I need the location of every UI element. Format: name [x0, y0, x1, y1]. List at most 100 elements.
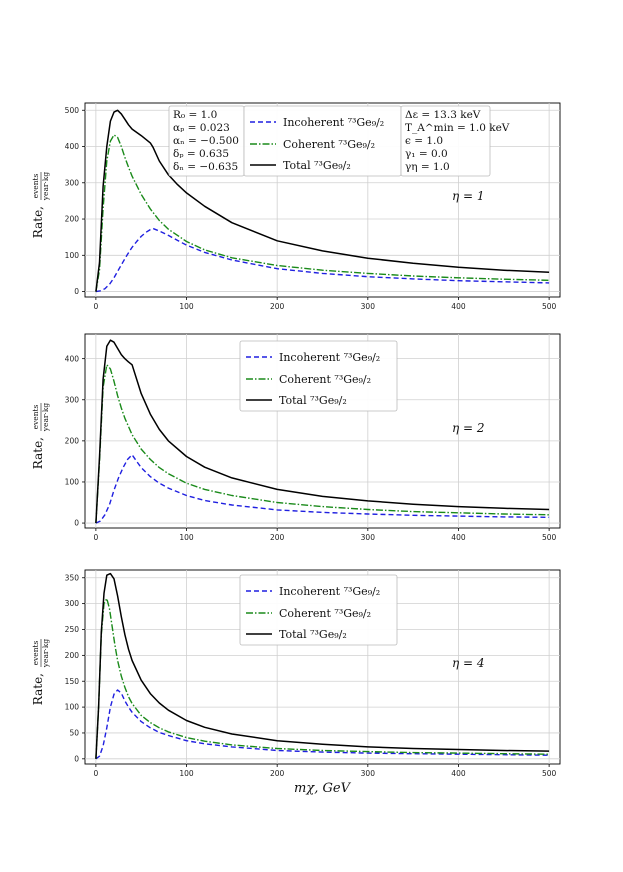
- params-box-left: R₀ = 1.0 αₚ = 0.023 αₙ = −0.500 δₚ = 0.6…: [168, 105, 245, 177]
- y-tick-label: 300: [65, 395, 80, 404]
- legend-label-total: Total ⁷³Ge₉/₂: [283, 159, 351, 172]
- legend: Incoherent ⁷³Ge₉/₂ Coherent ⁷³Ge₉/₂ Tota…: [243, 105, 402, 177]
- y-axis-label-text: Rate,: [31, 437, 45, 469]
- series-group: [95, 339, 550, 524]
- y-tick-label: 300: [65, 599, 80, 608]
- legend-frame: [239, 574, 398, 646]
- legend-label-coherent: Coherent ⁷³Ge₉/₂: [279, 373, 371, 386]
- y-axis-label-num: events: [31, 640, 40, 665]
- series-line-incoherent: [95, 689, 550, 760]
- eta-annotation: η = 4: [452, 656, 485, 670]
- series-line-incoherent: [95, 454, 550, 524]
- y-tick-label: 350: [65, 573, 80, 582]
- y-axis-label: Rate, events year·kg: [31, 172, 50, 239]
- y-tick-labels: 0 100 200 300 400: [65, 354, 85, 528]
- y-tick-label: 500: [65, 106, 80, 115]
- series-line-coherent: [95, 364, 550, 524]
- x-tick-label: 400: [451, 533, 466, 542]
- y-axis-label-num: events: [31, 404, 40, 429]
- x-tick-labels: 0 100 200 300 400 500: [93, 764, 557, 778]
- y-tick-label: 0: [74, 519, 79, 528]
- x-tick-label: 400: [451, 302, 466, 311]
- x-tick-label: 200: [270, 533, 285, 542]
- y-axis-label-num: events: [31, 173, 40, 198]
- x-tick-label: 500: [542, 302, 557, 311]
- series-group: [95, 572, 550, 760]
- x-tick-label: 300: [361, 302, 376, 311]
- series-line-total: [95, 572, 550, 759]
- x-tick-label: 500: [542, 533, 557, 542]
- x-tick-label: 100: [179, 302, 194, 311]
- param-line: δₙ = −0.635: [173, 161, 238, 173]
- plot-frame: [84, 569, 561, 765]
- y-tick-labels: 0 50 100 150 200 250 300 350: [65, 573, 85, 763]
- y-tick-label: 200: [65, 215, 80, 224]
- y-tick-label: 0: [74, 287, 79, 296]
- series-line-coherent: [95, 134, 550, 292]
- param-line: ϵ = 1.0: [405, 135, 443, 147]
- legend: Incoherent ⁷³Ge₉/₂ Coherent ⁷³Ge₉/₂ Tota…: [239, 340, 398, 412]
- legend-label-total: Total ⁷³Ge₉/₂: [279, 628, 347, 641]
- y-tick-label: 200: [65, 436, 80, 445]
- legend-label-coherent: Coherent ⁷³Ge₉/₂: [283, 138, 375, 151]
- y-tick-label: 0: [74, 754, 79, 763]
- x-tick-label: 200: [270, 769, 285, 778]
- y-tick-label: 150: [65, 677, 80, 686]
- x-tick-label: 100: [179, 769, 194, 778]
- series-line-coherent: [95, 597, 550, 759]
- eta-annotation: η = 1: [452, 189, 485, 203]
- y-tick-label: 100: [65, 251, 80, 260]
- y-tick-label: 200: [65, 651, 80, 660]
- x-tick-label: 0: [93, 302, 98, 311]
- param-line: γη = 1.0: [405, 161, 450, 173]
- panel-eta-2: 0 100 200 300 400 0 100 200 300 400 500 Rate, eve…: [31, 333, 561, 542]
- series-group: [95, 109, 550, 293]
- y-axis-label: Rate, events year·kg: [31, 403, 50, 470]
- legend-label-incoherent: Incoherent ⁷³Ge₉/₂: [279, 585, 380, 598]
- eta-annotation: η = 2: [452, 421, 485, 435]
- x-tick-label: 300: [361, 769, 376, 778]
- series-line-incoherent: [95, 227, 550, 293]
- y-tick-label: 100: [65, 703, 80, 712]
- y-tick-label: 50: [69, 729, 79, 738]
- legend-label-total: Total ⁷³Ge₉/₂: [279, 394, 347, 407]
- x-tick-label: 300: [361, 533, 376, 542]
- y-axis-label-text: Rate,: [31, 673, 45, 705]
- y-axis-label-den: year·kg: [41, 403, 50, 433]
- x-tick-label: 200: [270, 302, 285, 311]
- y-axis-label-den: year·kg: [41, 172, 50, 202]
- legend-label-coherent: Coherent ⁷³Ge₉/₂: [279, 607, 371, 620]
- params-box-right-frame: [400, 105, 491, 177]
- y-tick-label: 400: [65, 142, 80, 151]
- x-tick-label: 0: [93, 533, 98, 542]
- y-axis-label-text: Rate,: [31, 206, 45, 238]
- legend-label-incoherent: Incoherent ⁷³Ge₉/₂: [279, 351, 380, 364]
- y-tick-label: 100: [65, 478, 80, 487]
- panel-eta-1: 0 100 200 300 400 500 0 100 200 300 400 500 Rate, …: [31, 102, 561, 311]
- y-axis-label-den: year·kg: [41, 639, 50, 669]
- x-tick-label: 500: [542, 769, 557, 778]
- x-tick-label: 0: [93, 769, 98, 778]
- params-box-right: Δε = 13.3 keV T_A^min = 1.0 keV ϵ = 1.0 …: [400, 105, 510, 177]
- plot-frame: [84, 102, 561, 298]
- param-line: αₚ = 0.023: [173, 122, 230, 134]
- series-line-total: [95, 339, 550, 524]
- y-tick-labels: 0 100 200 300 400 500: [65, 106, 85, 296]
- x-axis-label: mχ, GeV: [294, 781, 352, 796]
- legend: Incoherent ⁷³Ge₉/₂ Coherent ⁷³Ge₉/₂ Tota…: [239, 574, 398, 646]
- param-line: δₚ = 0.635: [173, 148, 229, 160]
- param-line: T_A^min = 1.0 keV: [405, 122, 510, 134]
- y-axis-label: Rate, events year·kg: [31, 639, 50, 706]
- x-tick-label: 400: [451, 769, 466, 778]
- x-tick-label: 100: [179, 533, 194, 542]
- param-line: γ₁ = 0.0: [405, 148, 448, 160]
- panel-eta-4: 0 50 100 150 200 250 300 350 0 100 200 300 400 500 R…: [31, 569, 561, 796]
- plot-frame: [84, 333, 561, 529]
- legend-label-incoherent: Incoherent ⁷³Ge₉/₂: [283, 116, 384, 129]
- series-line-total: [95, 109, 550, 292]
- y-tick-label: 300: [65, 178, 80, 187]
- param-line: αₙ = −0.500: [173, 135, 239, 147]
- y-tick-label: 250: [65, 625, 80, 634]
- param-line: R₀ = 1.0: [173, 109, 217, 121]
